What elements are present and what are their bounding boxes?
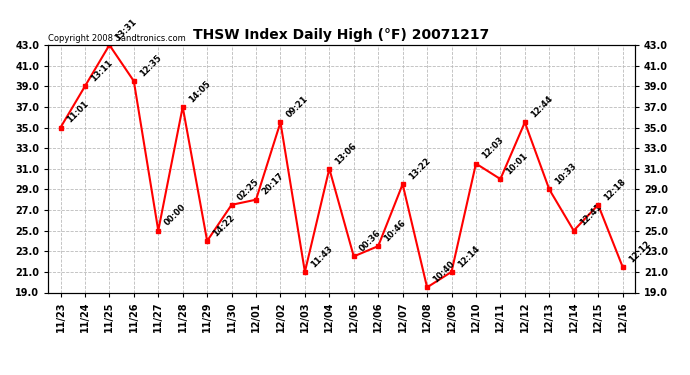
Text: 12:12: 12:12: [627, 238, 652, 264]
Text: 13:31: 13:31: [114, 17, 139, 42]
Text: 12:44: 12:44: [529, 94, 554, 120]
Text: 09:21: 09:21: [284, 94, 310, 120]
Text: 12:18: 12:18: [602, 177, 628, 202]
Text: 13:06: 13:06: [333, 141, 359, 166]
Text: 12:14: 12:14: [455, 244, 481, 269]
Text: 10:33: 10:33: [553, 162, 578, 187]
Text: 12:03: 12:03: [480, 136, 505, 161]
Text: 14:05: 14:05: [187, 79, 212, 104]
Text: 12:35: 12:35: [138, 53, 164, 78]
Text: 00:36: 00:36: [358, 228, 383, 254]
Text: 13:22: 13:22: [407, 156, 432, 182]
Text: 12:41: 12:41: [578, 202, 603, 228]
Text: 02:25: 02:25: [236, 177, 261, 202]
Text: Copyright 2008 Sandtronics.com: Copyright 2008 Sandtronics.com: [48, 33, 186, 42]
Text: 14:22: 14:22: [211, 213, 237, 238]
Text: 00:00: 00:00: [162, 203, 188, 228]
Text: 10:01: 10:01: [504, 151, 530, 176]
Text: 13:11: 13:11: [89, 58, 115, 84]
Title: THSW Index Daily High (°F) 20071217: THSW Index Daily High (°F) 20071217: [193, 28, 490, 42]
Text: 11:01: 11:01: [65, 99, 90, 125]
Text: 11:43: 11:43: [309, 244, 335, 269]
Text: 10:46: 10:46: [382, 218, 408, 243]
Text: 10:40: 10:40: [431, 260, 457, 285]
Text: 20:17: 20:17: [260, 172, 286, 197]
